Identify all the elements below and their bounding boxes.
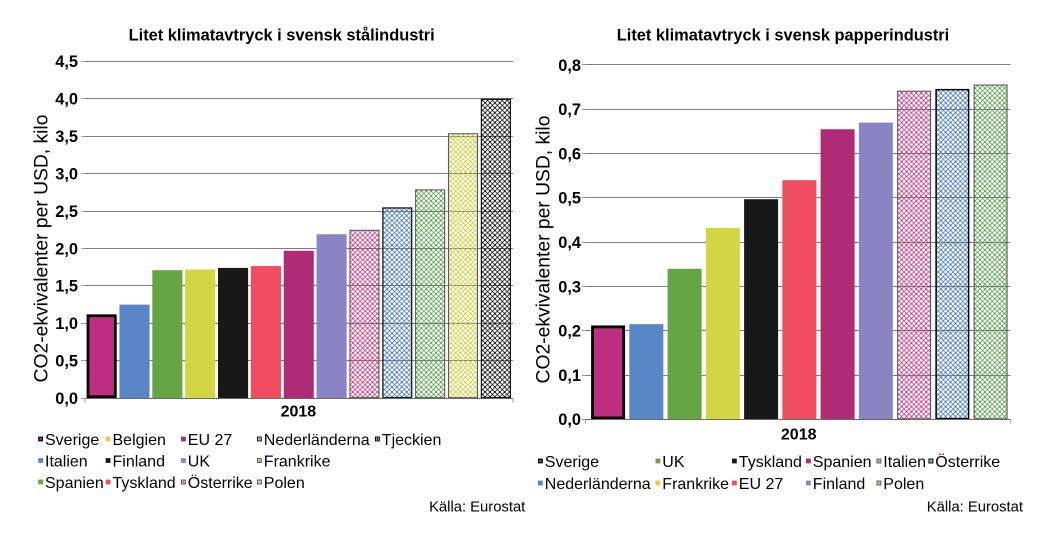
svg-text:Polen: Polen	[264, 475, 305, 492]
svg-text:0,6: 0,6	[558, 145, 581, 163]
svg-text:Italien: Italien	[45, 453, 88, 470]
svg-text:Österrike: Österrike	[935, 453, 1000, 471]
svg-text:Spanien: Spanien	[813, 454, 872, 471]
svg-text:Finland: Finland	[813, 476, 865, 493]
svg-text:0,4: 0,4	[558, 234, 582, 252]
svg-text:3,0: 3,0	[55, 165, 78, 183]
svg-text:0,0: 0,0	[55, 390, 78, 408]
svg-text:Sverige: Sverige	[545, 454, 599, 471]
svg-text:Finland: Finland	[113, 453, 165, 470]
svg-text:2018: 2018	[281, 404, 317, 421]
svg-text:0,7: 0,7	[558, 101, 581, 119]
svg-text:4,0: 4,0	[55, 91, 78, 109]
svg-text:0,5: 0,5	[558, 190, 581, 208]
svg-text:0,1: 0,1	[558, 367, 581, 385]
svg-text:UK: UK	[662, 454, 685, 471]
svg-text:2,0: 2,0	[55, 240, 78, 258]
svg-text:Nederländerna: Nederländerna	[545, 476, 651, 493]
svg-text:Frankrike: Frankrike	[662, 476, 729, 493]
svg-text:0,3: 0,3	[558, 278, 581, 296]
svg-text:Frankrike: Frankrike	[264, 453, 331, 470]
svg-text:Källa: Eurostat: Källa: Eurostat	[927, 500, 1023, 516]
svg-text:4,5: 4,5	[55, 53, 78, 71]
svg-text:Belgien: Belgien	[113, 432, 166, 449]
svg-text:1,5: 1,5	[55, 278, 78, 296]
svg-text:Italien: Italien	[883, 454, 926, 471]
svg-text:Tyskland: Tyskland	[739, 454, 802, 471]
svg-text:CO2-ekvivalenter per USD, kilo: CO2-ekvivalenter per USD, kilo	[533, 116, 554, 384]
svg-text:0,2: 0,2	[558, 323, 581, 341]
svg-text:Sverige: Sverige	[45, 432, 99, 449]
svg-text:2,5: 2,5	[55, 203, 78, 221]
svg-text:0,5: 0,5	[55, 353, 78, 371]
svg-text:0,8: 0,8	[558, 57, 581, 75]
svg-text:0,0: 0,0	[558, 411, 581, 429]
svg-text:2018: 2018	[781, 427, 817, 444]
svg-text:Litet klimatavtryck i svensk s: Litet klimatavtryck i svensk stålindustr…	[129, 26, 435, 44]
svg-text:Tyskland: Tyskland	[113, 475, 176, 492]
svg-text:EU 27: EU 27	[739, 476, 784, 493]
svg-text:Nederländerna: Nederländerna	[264, 432, 370, 449]
svg-text:Tjeckien: Tjeckien	[382, 432, 442, 449]
svg-text:UK: UK	[188, 453, 211, 470]
svg-text:Källa: Eurostat: Källa: Eurostat	[429, 500, 525, 516]
svg-text:Österrike: Österrike	[188, 474, 253, 492]
svg-text:1,0: 1,0	[55, 315, 78, 333]
svg-text:Polen: Polen	[883, 476, 924, 493]
svg-text:Spanien: Spanien	[45, 475, 104, 492]
svg-text:EU 27: EU 27	[188, 432, 233, 449]
svg-text:CO2-ekvivalenter per USD, kilo: CO2-ekvivalenter per USD, kilo	[31, 115, 52, 383]
svg-text:3,5: 3,5	[55, 128, 78, 146]
svg-text:Litet klimatavtryck i svensk p: Litet klimatavtryck i svensk papperindus…	[617, 26, 950, 44]
